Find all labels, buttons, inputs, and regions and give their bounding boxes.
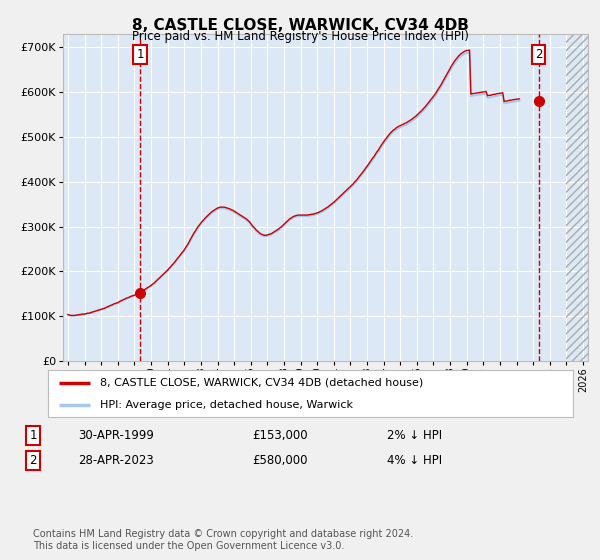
Text: Contains HM Land Registry data © Crown copyright and database right 2024.
This d: Contains HM Land Registry data © Crown c… (33, 529, 413, 551)
Text: 2% ↓ HPI: 2% ↓ HPI (387, 429, 442, 442)
Text: £580,000: £580,000 (252, 454, 308, 467)
Text: £153,000: £153,000 (252, 429, 308, 442)
Text: 4% ↓ HPI: 4% ↓ HPI (387, 454, 442, 467)
Bar (566, 34, 592, 361)
Text: 8, CASTLE CLOSE, WARWICK, CV34 4DB (detached house): 8, CASTLE CLOSE, WARWICK, CV34 4DB (deta… (101, 378, 424, 388)
Text: 1: 1 (136, 48, 143, 62)
Text: 8, CASTLE CLOSE, WARWICK, CV34 4DB: 8, CASTLE CLOSE, WARWICK, CV34 4DB (131, 18, 469, 33)
Text: 2: 2 (29, 454, 37, 467)
Text: Price paid vs. HM Land Registry's House Price Index (HPI): Price paid vs. HM Land Registry's House … (131, 30, 469, 43)
Text: 28-APR-2023: 28-APR-2023 (78, 454, 154, 467)
Text: 30-APR-1999: 30-APR-1999 (78, 429, 154, 442)
Text: 2: 2 (535, 48, 542, 62)
Text: 1: 1 (29, 429, 37, 442)
Text: HPI: Average price, detached house, Warwick: HPI: Average price, detached house, Warw… (101, 400, 353, 410)
